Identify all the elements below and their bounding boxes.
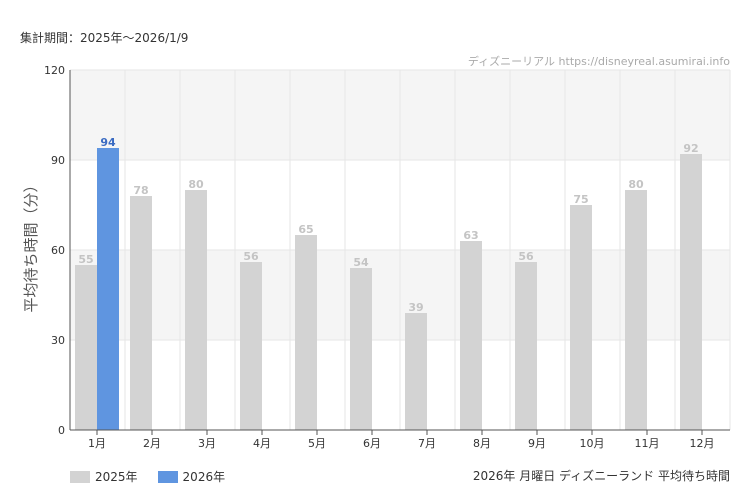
x-tick-label: 9月 [528, 437, 546, 450]
period-label: 集計期間：2025年～2026/1/9 [20, 31, 189, 45]
bar-2025年-12月 [680, 154, 702, 430]
bar-2025年-9月 [515, 262, 537, 430]
legend-swatch-2026 [157, 470, 178, 483]
legend-item-2025[interactable]: 2025年 [70, 468, 138, 485]
data-label: 55 [78, 253, 93, 266]
y-tick-label: 30 [51, 334, 65, 347]
x-tick-label: 4月 [253, 437, 271, 450]
x-tick-label: 11月 [635, 437, 660, 450]
legend-label-2025: 2025年 [95, 470, 138, 484]
y-tick-label: 90 [51, 154, 65, 167]
data-label: 94 [100, 136, 116, 149]
x-tick-label: 3月 [198, 437, 216, 450]
y-tick-label: 0 [58, 424, 65, 437]
data-label: 78 [133, 184, 148, 197]
data-label: 56 [518, 250, 534, 263]
bar-2025年-1月 [75, 265, 97, 430]
legend-label-2026: 2026年 [182, 470, 226, 484]
bar-2025年-11月 [625, 190, 647, 430]
legend: 2025年 2026年 [70, 468, 225, 485]
data-label: 92 [683, 142, 698, 155]
legend-item-2026[interactable]: 2026年 [157, 468, 226, 485]
x-tick-label: 8月 [473, 437, 491, 450]
bar-2025年-2月 [130, 196, 152, 430]
x-tick-label: 2月 [143, 437, 161, 450]
y-tick-label: 60 [51, 244, 65, 257]
bar-2025年-7月 [405, 313, 427, 430]
x-tick-label: 12月 [690, 437, 715, 450]
bar-2025年-4月 [240, 262, 262, 430]
x-tick-label: 6月 [363, 437, 381, 450]
x-tick-label: 5月 [308, 437, 326, 450]
bar-2026年-1月 [97, 148, 119, 430]
data-label: 80 [188, 178, 204, 191]
data-label: 75 [573, 193, 588, 206]
source-label: ディズニーリアル https://disneyreal.asumirai.inf… [467, 55, 730, 68]
data-label: 65 [298, 223, 313, 236]
x-tick-label: 1月 [88, 437, 106, 450]
bar-2025年-5月 [295, 235, 317, 430]
data-label: 80 [628, 178, 644, 191]
bar-2025年-3月 [185, 190, 207, 430]
legend-swatch-2025 [70, 470, 90, 483]
bar-2025年-8月 [460, 241, 482, 430]
chart-caption: 2026年 月曜日 ディズニーランド 平均待ち時間 [472, 469, 730, 483]
x-tick-label: 7月 [418, 437, 436, 450]
y-axis-title: 平均待ち時間（分） [22, 177, 40, 312]
bar-2025年-6月 [350, 268, 372, 430]
bar-2025年-10月 [570, 205, 592, 430]
data-label: 56 [243, 250, 259, 263]
x-tick-label: 10月 [580, 437, 605, 450]
y-tick-label: 120 [44, 64, 65, 77]
data-label: 39 [408, 301, 423, 314]
data-label: 63 [463, 229, 478, 242]
data-label: 54 [353, 256, 369, 269]
